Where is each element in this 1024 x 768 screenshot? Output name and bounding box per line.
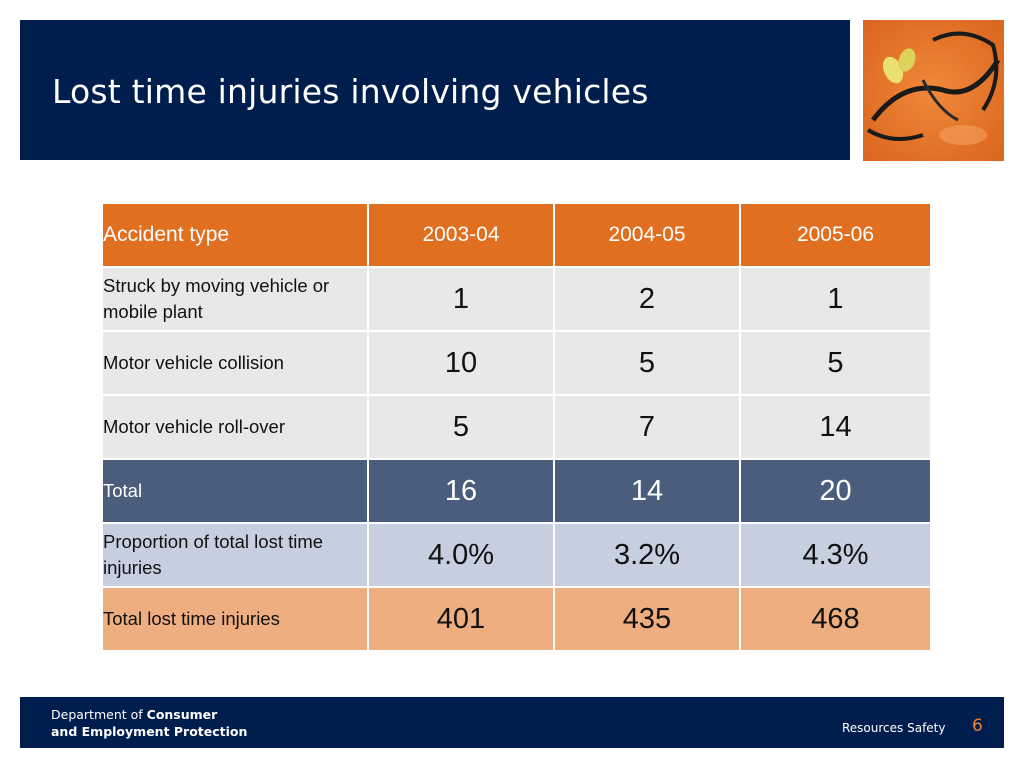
row-label: Total lost time injuries xyxy=(101,586,369,652)
dept-bold-1: Consumer xyxy=(146,707,218,722)
table-header-row: Accident type 2003-04 2004-05 2005-06 xyxy=(101,202,932,268)
header-year: 2003-04 xyxy=(367,202,555,268)
safety-glasses-photo xyxy=(863,20,1004,161)
slide-title: Lost time injuries involving vehicles xyxy=(52,72,649,111)
cell-value: 1 xyxy=(739,266,932,332)
table-row-total: Total 16 14 20 xyxy=(101,458,932,524)
footer-bar: Department of Consumer and Employment Pr… xyxy=(20,697,1004,748)
cell-value: 5 xyxy=(553,330,741,396)
cell-value: 7 xyxy=(553,394,741,460)
table-row-proportion: Proportion of total lost time injuries 4… xyxy=(101,522,932,588)
cell-value: 468 xyxy=(739,586,932,652)
page-number: 6 xyxy=(972,716,983,736)
injuries-table: Accident type 2003-04 2004-05 2005-06 St… xyxy=(101,202,932,652)
cell-value: 1 xyxy=(367,266,555,332)
row-label: Motor vehicle roll-over xyxy=(101,394,369,460)
header-accident-type: Accident type xyxy=(101,202,369,268)
cell-value: 5 xyxy=(367,394,555,460)
table-row-total-lost-time: Total lost time injuries 401 435 468 xyxy=(101,586,932,652)
section-label: Resources Safety xyxy=(842,721,946,735)
table-row: Motor vehicle roll-over 5 7 14 xyxy=(101,394,932,460)
cell-value: 4.0% xyxy=(367,522,555,588)
cell-value: 401 xyxy=(367,586,555,652)
header-year: 2004-05 xyxy=(553,202,741,268)
cell-value: 3.2% xyxy=(553,522,741,588)
row-label: Struck by moving vehicle or mobile plant xyxy=(101,266,369,332)
table-row: Struck by moving vehicle or mobile plant… xyxy=(101,266,932,332)
table-row: Motor vehicle collision 10 5 5 xyxy=(101,330,932,396)
row-label: Motor vehicle collision xyxy=(101,330,369,396)
cell-value: 4.3% xyxy=(739,522,932,588)
title-band: Lost time injuries involving vehicles xyxy=(20,20,850,160)
cell-value: 435 xyxy=(553,586,741,652)
cell-value: 10 xyxy=(367,330,555,396)
cell-value: 5 xyxy=(739,330,932,396)
cell-value: 16 xyxy=(367,458,555,524)
dept-prefix: Department of xyxy=(51,707,147,722)
row-label: Total xyxy=(101,458,369,524)
row-label: Proportion of total lost time injuries xyxy=(101,522,369,588)
cell-value: 14 xyxy=(739,394,932,460)
cell-value: 2 xyxy=(553,266,741,332)
department-name: Department of Consumer and Employment Pr… xyxy=(51,706,247,740)
cell-value: 20 xyxy=(739,458,932,524)
cell-value: 14 xyxy=(553,458,741,524)
header-year: 2005-06 xyxy=(739,202,932,268)
dept-bold-2: and Employment Protection xyxy=(51,724,248,739)
